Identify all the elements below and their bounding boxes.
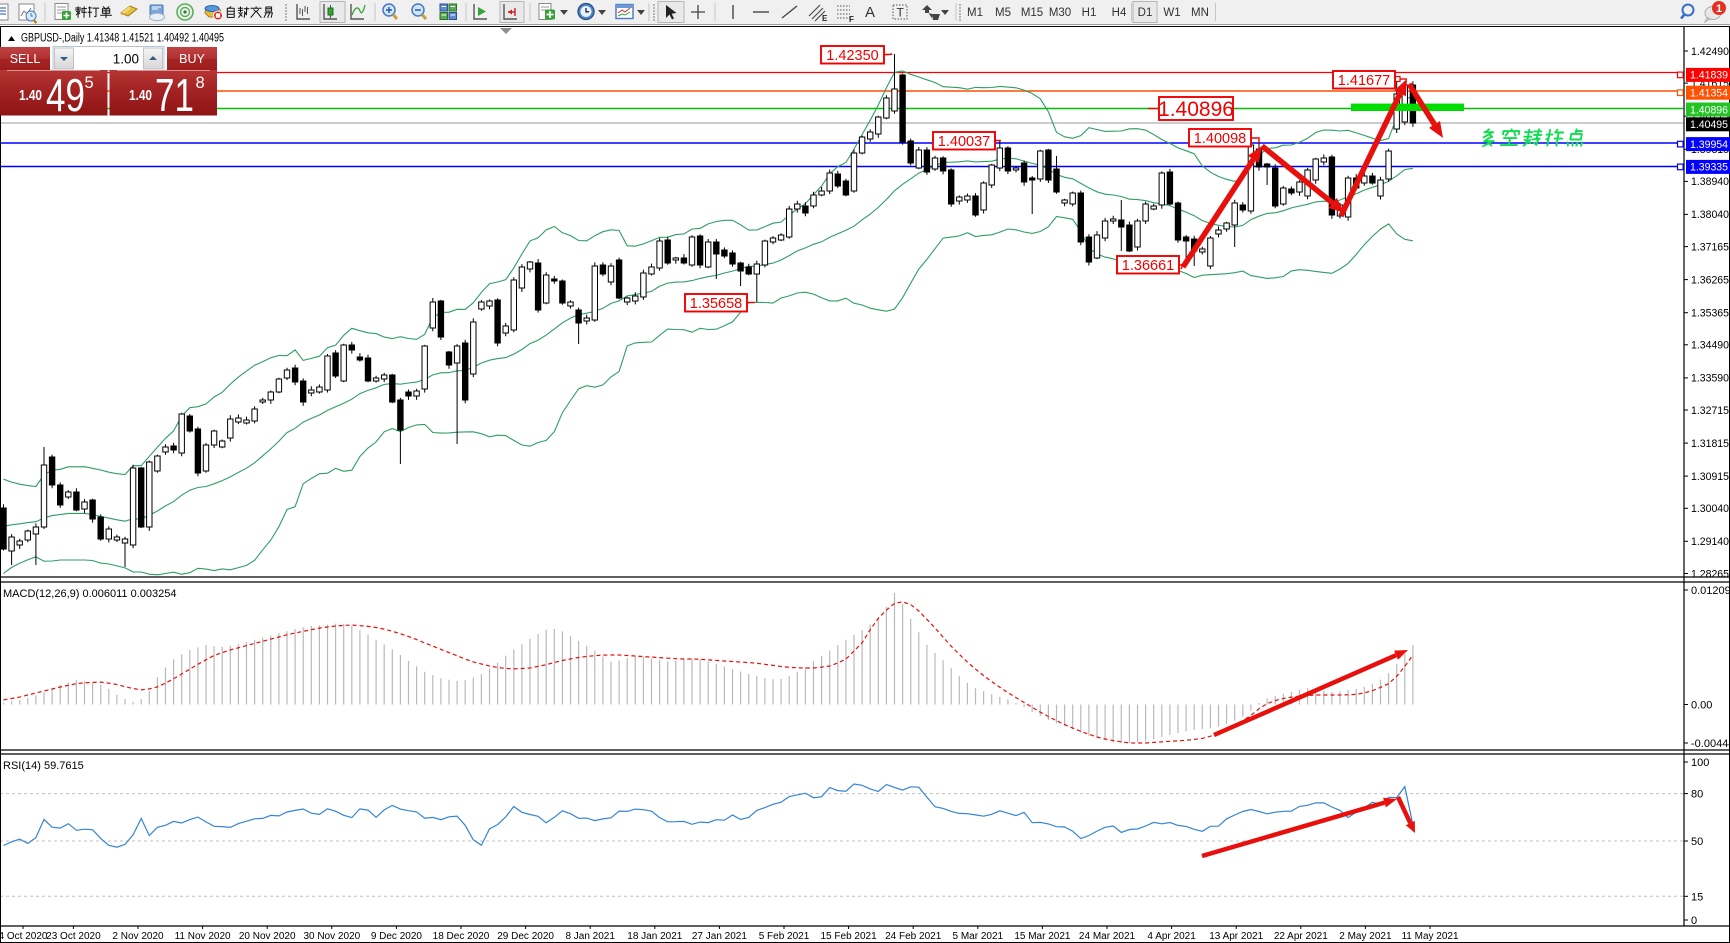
svg-text:5 Mar 2021: 5 Mar 2021	[953, 931, 1004, 942]
svg-text:4 Apr 2021: 4 Apr 2021	[1147, 931, 1196, 942]
svg-text:1.40: 1.40	[129, 87, 152, 104]
svg-text:5 Feb 2021: 5 Feb 2021	[759, 931, 810, 942]
svg-text:GBPUSD-,Daily 1.41348 1.41521: GBPUSD-,Daily 1.41348 1.41521 1.40492 1.…	[21, 33, 224, 45]
svg-text:H4: H4	[1112, 7, 1127, 19]
svg-text:1.28265: 1.28265	[1691, 568, 1729, 580]
svg-text:24 Mar 2021: 24 Mar 2021	[1079, 931, 1136, 942]
svg-text:50: 50	[1691, 836, 1703, 848]
svg-text:29 Dec 2020: 29 Dec 2020	[497, 931, 554, 942]
svg-text:M15: M15	[1021, 7, 1043, 19]
svg-text:1.00: 1.00	[113, 52, 139, 67]
svg-text:49: 49	[46, 69, 85, 121]
svg-text:23 Oct 2020: 23 Oct 2020	[46, 931, 101, 942]
svg-text:1.36265: 1.36265	[1691, 274, 1729, 286]
svg-text:24 Feb 2021: 24 Feb 2021	[885, 931, 942, 942]
svg-text:15: 15	[1691, 891, 1703, 903]
svg-text:11 Nov 2020: 11 Nov 2020	[175, 931, 231, 942]
svg-text:M1: M1	[967, 7, 983, 19]
svg-text:F: F	[849, 15, 854, 24]
svg-text:1.29140: 1.29140	[1691, 536, 1729, 548]
svg-text:MN: MN	[1191, 7, 1209, 19]
svg-text:15 Mar 2021: 15 Mar 2021	[1014, 931, 1071, 942]
svg-text:1.41839: 1.41839	[1690, 70, 1728, 82]
svg-text:1.39335: 1.39335	[1690, 162, 1728, 174]
svg-text:1.32715: 1.32715	[1691, 405, 1729, 417]
svg-text:1.38940: 1.38940	[1691, 176, 1729, 188]
svg-text:M5: M5	[995, 7, 1011, 19]
svg-text:15 Feb 2021: 15 Feb 2021	[821, 931, 878, 942]
svg-text:1.39954: 1.39954	[1690, 139, 1728, 151]
svg-text:E: E	[822, 14, 828, 23]
svg-text:BUY: BUY	[179, 52, 205, 66]
svg-text:13 Apr 2021: 13 Apr 2021	[1209, 931, 1263, 942]
svg-text:M30: M30	[1049, 7, 1071, 19]
svg-text:1.34490: 1.34490	[1691, 340, 1729, 352]
svg-text:2 Nov 2020: 2 Nov 2020	[112, 931, 164, 942]
svg-text:27 Jan 2021: 27 Jan 2021	[692, 931, 747, 942]
svg-text:5: 5	[85, 74, 94, 92]
svg-text:1.41677: 1.41677	[1338, 73, 1390, 89]
svg-text:20 Nov 2020: 20 Nov 2020	[239, 931, 296, 942]
svg-text:30 Nov 2020: 30 Nov 2020	[303, 931, 360, 942]
svg-text:1.40896: 1.40896	[1158, 98, 1234, 121]
svg-text:1.38040: 1.38040	[1691, 209, 1729, 221]
svg-text:0.00: 0.00	[1691, 700, 1712, 712]
svg-text:80: 80	[1691, 789, 1703, 801]
svg-text:H1: H1	[1082, 7, 1097, 19]
svg-text:1.42490: 1.42490	[1691, 46, 1729, 58]
svg-text:1.40495: 1.40495	[1690, 119, 1728, 131]
svg-text:1.36661: 1.36661	[1122, 258, 1174, 274]
svg-text:18 Jan 2021: 18 Jan 2021	[627, 931, 682, 942]
svg-text:1.40: 1.40	[19, 87, 42, 104]
svg-text:1.35365: 1.35365	[1691, 308, 1729, 320]
svg-text:1: 1	[1716, 3, 1722, 15]
svg-text:1.33590: 1.33590	[1691, 373, 1729, 385]
svg-text:1.42350: 1.42350	[826, 48, 878, 64]
svg-text:A: A	[865, 4, 875, 21]
svg-text:1.37165: 1.37165	[1691, 241, 1729, 253]
svg-text:4 Oct 2020: 4 Oct 2020	[0, 931, 48, 942]
svg-text:1.40037: 1.40037	[938, 134, 990, 150]
svg-text:9 Dec 2020: 9 Dec 2020	[371, 931, 423, 942]
svg-text:D1: D1	[1138, 7, 1153, 19]
svg-text:71: 71	[155, 69, 194, 121]
svg-text:18 Dec 2020: 18 Dec 2020	[433, 931, 490, 942]
svg-text:1.40896: 1.40896	[1690, 104, 1728, 116]
svg-text:1.31815: 1.31815	[1691, 438, 1729, 450]
svg-text:100: 100	[1691, 757, 1709, 769]
svg-text:22 Apr 2021: 22 Apr 2021	[1274, 931, 1328, 942]
svg-text:SELL: SELL	[10, 52, 41, 66]
svg-text:1.41354: 1.41354	[1690, 88, 1728, 100]
svg-text:-0.004446: -0.004446	[1691, 738, 1730, 750]
svg-text:1.30040: 1.30040	[1691, 503, 1729, 515]
svg-text:0.01209: 0.01209	[1691, 585, 1730, 597]
svg-text:RSI(14) 59.7615: RSI(14) 59.7615	[3, 760, 84, 772]
svg-text:W1: W1	[1163, 7, 1180, 19]
svg-text:1.30915: 1.30915	[1691, 471, 1729, 483]
svg-text:1.35658: 1.35658	[690, 296, 742, 312]
svg-text:2 May 2021: 2 May 2021	[1339, 931, 1392, 942]
svg-text:8 Jan 2021: 8 Jan 2021	[565, 931, 615, 942]
svg-text:T: T	[897, 6, 905, 20]
svg-text:1.40098: 1.40098	[1194, 131, 1246, 147]
svg-text:11 May 2021: 11 May 2021	[1401, 931, 1459, 942]
svg-text:8: 8	[196, 74, 205, 92]
svg-text:0: 0	[1691, 915, 1697, 927]
svg-text:MACD(12,26,9) 0.006011 0.00325: MACD(12,26,9) 0.006011 0.003254	[3, 588, 176, 600]
